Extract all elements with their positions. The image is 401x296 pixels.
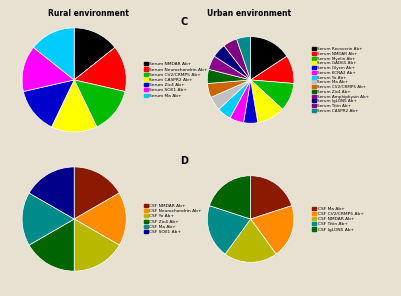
Wedge shape xyxy=(74,47,126,91)
Wedge shape xyxy=(74,193,126,245)
Legend: CSF Ma Ab+, CSF CV2/CRMP5 Ab+, CSF NMDAR Ab+, CSF Titin Ab+, CSF IgLON5 Ab+: CSF Ma Ab+, CSF CV2/CRMP5 Ab+, CSF NMDAR… xyxy=(312,207,364,231)
Legend: CSF NMDAR Ab+, CSF Neurochondrin Ab+, CSF Yo Ab+, CSF Zic4 Ab+, CSF Ma Ab+, CSF : CSF NMDAR Ab+, CSF Neurochondrin Ab+, CS… xyxy=(144,204,202,234)
Wedge shape xyxy=(29,219,74,271)
Wedge shape xyxy=(23,80,74,127)
Wedge shape xyxy=(74,80,125,127)
Text: Urban environment: Urban environment xyxy=(207,9,291,18)
Text: Rural environment: Rural environment xyxy=(48,9,129,18)
Wedge shape xyxy=(251,37,287,80)
Wedge shape xyxy=(219,80,251,118)
Wedge shape xyxy=(29,167,74,219)
Wedge shape xyxy=(207,206,251,254)
Wedge shape xyxy=(215,46,251,80)
Text: C: C xyxy=(180,17,188,27)
Wedge shape xyxy=(74,219,119,271)
Wedge shape xyxy=(207,80,251,97)
Wedge shape xyxy=(22,47,74,91)
Wedge shape xyxy=(224,39,251,80)
Wedge shape xyxy=(74,28,115,80)
Wedge shape xyxy=(251,56,294,83)
Wedge shape xyxy=(33,28,74,80)
Wedge shape xyxy=(207,69,251,83)
Wedge shape xyxy=(209,176,251,219)
Wedge shape xyxy=(251,176,292,219)
Text: D: D xyxy=(180,156,188,166)
Wedge shape xyxy=(251,206,294,254)
Wedge shape xyxy=(74,167,119,219)
Legend: Serum NMDAR Ab+, Serum Neurochondrin Ab+, Serum CV2/CRMP5 Ab+, Serum CASPR2 Ab+,: Serum NMDAR Ab+, Serum Neurochondrin Ab+… xyxy=(144,62,208,98)
Legend: Serum Recoverin Ab+, Serum NMDAR Ab+, Serum Myelin Ab+, Serum GAD65 Ab+, Serum G: Serum Recoverin Ab+, Serum NMDAR Ab+, Se… xyxy=(312,47,369,113)
Wedge shape xyxy=(22,193,74,245)
Wedge shape xyxy=(230,80,251,123)
Wedge shape xyxy=(211,80,251,109)
Wedge shape xyxy=(225,219,276,262)
Wedge shape xyxy=(209,56,251,80)
Wedge shape xyxy=(251,80,282,123)
Wedge shape xyxy=(237,37,251,80)
Wedge shape xyxy=(251,80,294,109)
Wedge shape xyxy=(52,80,97,132)
Wedge shape xyxy=(243,80,258,123)
